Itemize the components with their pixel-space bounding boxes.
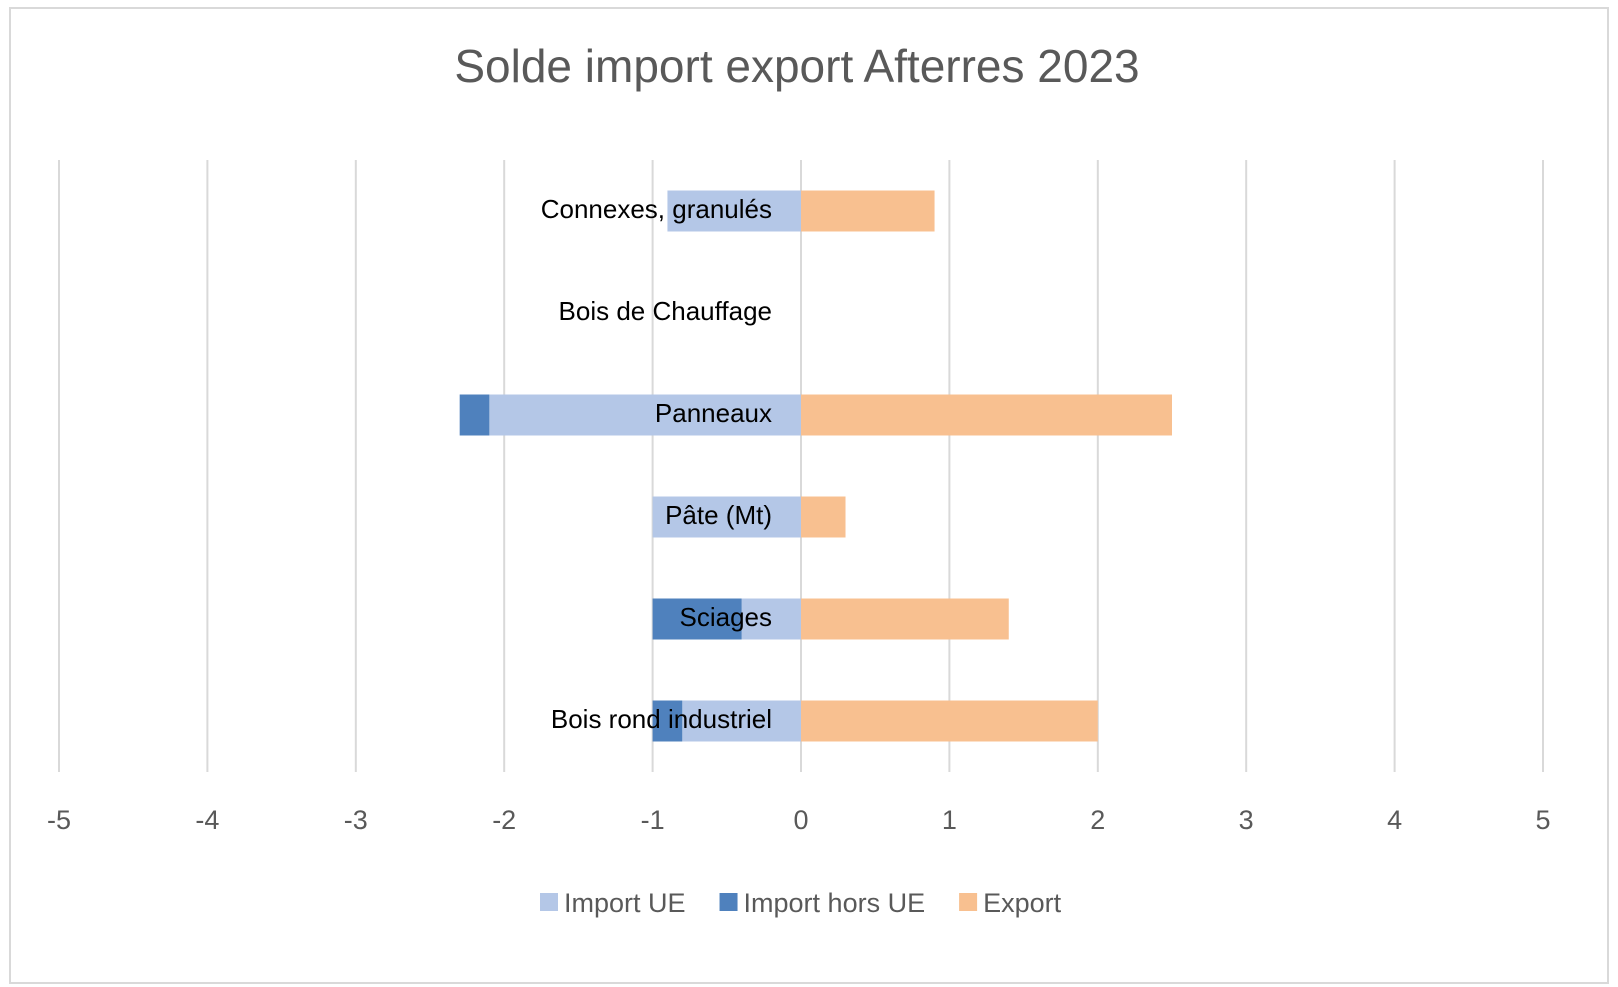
x-tick-label: -2 [492, 805, 516, 835]
bar [667, 190, 801, 232]
category-label: Connexes, granulés [541, 194, 772, 224]
category-label: Bois rond industriel [551, 704, 772, 734]
chart-border [9, 7, 1609, 984]
category-label: Bois de Chauffage [559, 296, 772, 326]
bar [459, 394, 490, 436]
bar [801, 598, 1009, 640]
bar [652, 598, 742, 640]
legend-swatch [959, 893, 978, 911]
x-tick-label: 1 [942, 805, 957, 835]
x-tick-label: 4 [1387, 805, 1402, 835]
bar [741, 598, 801, 640]
x-tick-label: 2 [1090, 805, 1105, 835]
legend-label: Import UE [564, 888, 686, 918]
legend-label: Import hors UE [744, 888, 926, 918]
legend-swatch [719, 893, 738, 911]
chart-title: Solde import export Afterres 2023 [454, 40, 1139, 92]
bar [489, 394, 801, 436]
x-tick-label: 3 [1239, 805, 1254, 835]
bar [652, 496, 801, 538]
x-tick-label: 5 [1535, 805, 1550, 835]
bar [682, 700, 801, 742]
x-tick-label: -5 [47, 805, 71, 835]
x-tick-label: -3 [344, 805, 368, 835]
category-label: Panneaux [655, 398, 772, 428]
category-label: Sciages [680, 602, 773, 632]
x-tick-label: -4 [195, 805, 219, 835]
x-tick-label: -1 [641, 805, 665, 835]
legend-label: Export [983, 888, 1062, 918]
category-label: Pâte (Mt) [665, 500, 772, 530]
bar [801, 700, 1098, 742]
bar [652, 700, 683, 742]
x-tick-label: 0 [793, 805, 808, 835]
legend-swatch [540, 893, 558, 911]
bar [801, 394, 1172, 436]
bar [801, 496, 846, 538]
bar [801, 190, 935, 232]
